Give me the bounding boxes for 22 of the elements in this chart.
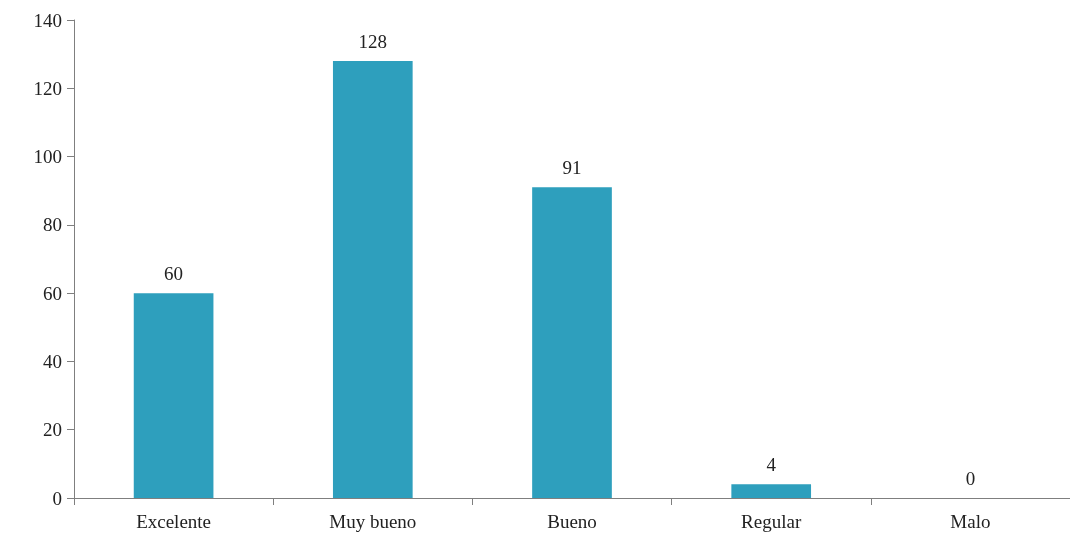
data-label: 91 <box>562 157 582 179</box>
y-tick-label: 0 <box>52 487 62 509</box>
y-tick-label: 40 <box>43 350 62 372</box>
y-tick-label: 60 <box>43 282 62 304</box>
x-tick-label: Muy bueno <box>329 511 417 532</box>
bar <box>133 293 214 498</box>
y-tick-label: 120 <box>33 77 62 99</box>
bar <box>532 187 612 498</box>
bar <box>332 60 413 498</box>
data-label: 60 <box>164 263 184 285</box>
x-tick-label: Malo <box>950 511 991 532</box>
y-tick-label: 80 <box>43 214 62 236</box>
data-label: 0 <box>965 468 976 489</box>
bar <box>731 484 812 498</box>
data-label: 128 <box>358 30 388 52</box>
data-label: 4 <box>766 454 777 476</box>
x-tick-label: Regular <box>741 511 802 532</box>
y-tick-label: 100 <box>33 146 62 168</box>
x-tick-label: Excelente <box>136 511 212 532</box>
y-tick-label: 20 <box>43 419 62 441</box>
x-tick-label: Bueno <box>547 511 597 532</box>
y-tick-label: 140 <box>33 9 62 31</box>
